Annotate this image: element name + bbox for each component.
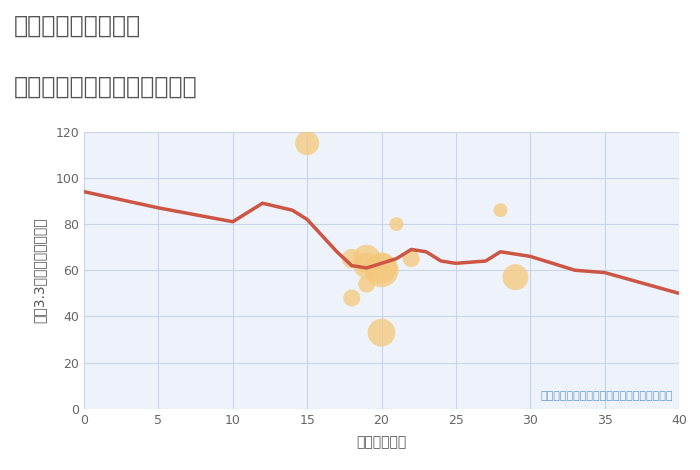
X-axis label: 築年数（年）: 築年数（年） <box>356 435 407 449</box>
Point <box>376 264 387 272</box>
Point <box>391 220 402 228</box>
Point <box>361 280 372 288</box>
Text: 築年数別中古マンション価格: 築年数別中古マンション価格 <box>14 75 197 99</box>
Y-axis label: 坪（3.3㎡）単価（万円）: 坪（3.3㎡）単価（万円） <box>33 218 47 323</box>
Point <box>510 274 521 281</box>
Point <box>346 255 357 262</box>
Point <box>361 262 372 269</box>
Point <box>406 255 417 262</box>
Point <box>376 266 387 274</box>
Point <box>495 206 506 214</box>
Point <box>361 255 372 262</box>
Point <box>346 294 357 302</box>
Text: 円の大きさは、取引のあった物件面積を示す: 円の大きさは、取引のあった物件面積を示す <box>540 391 673 400</box>
Text: 神奈川県大和市草柳: 神奈川県大和市草柳 <box>14 14 141 38</box>
Point <box>376 329 387 337</box>
Point <box>302 140 313 147</box>
